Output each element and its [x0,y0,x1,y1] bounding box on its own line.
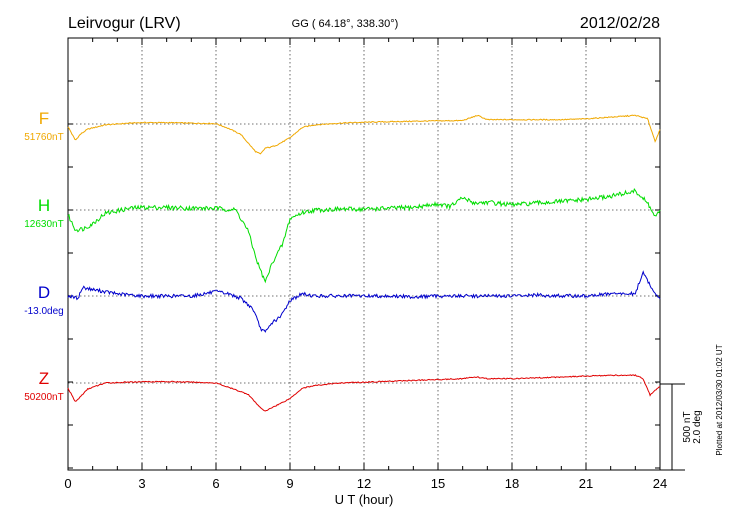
x-tick-label: 6 [212,476,219,491]
scale-deg-label: 2.0 deg [692,410,703,443]
x-axis: 0 3 6 9 12 15 18 21 24 [64,476,667,491]
series-baseline-z: 50200nT [24,392,63,403]
series-name-f: F [39,109,49,128]
x-tick-label: 18 [505,476,519,491]
series-labels: F 51760nT H 12630nT D -13.0deg Z 50200nT [24,109,63,403]
date-label: 2012/02/28 [580,15,660,32]
gridlines [68,38,660,470]
series-baseline-h: 12630nT [24,219,63,230]
frame-ticks [67,38,661,470]
x-tick-label: 24 [653,476,667,491]
series-name-h: H [38,196,50,215]
x-axis-label: U T (hour) [335,492,394,507]
scale-nt-label: 500 nT [682,411,693,442]
series-baseline-f: 51760nT [24,132,63,143]
series-baseline-d: -13.0deg [24,306,63,317]
series-line-h [67,187,661,284]
series-name-d: D [38,283,50,302]
x-tick-label: 15 [431,476,445,491]
x-tick-label: 12 [357,476,371,491]
scale-bar: 500 nT 2.0 deg [660,383,703,471]
series-layer [67,114,661,412]
x-tick-label: 3 [138,476,145,491]
series-line-f [67,114,661,155]
x-tick-label: 21 [579,476,593,491]
station-title: Leirvogur (LRV) [68,15,181,32]
plotted-at-note: Plotted at 2012/03/30 01:02 UT [715,344,724,455]
series-line-z [67,374,661,412]
series-name-z: Z [39,369,49,388]
series-line-d [67,270,661,333]
coordinates-label: GG ( 64.18°, 338.30°) [292,18,399,30]
x-tick-label: 0 [64,476,71,491]
x-tick-label: 9 [286,476,293,491]
